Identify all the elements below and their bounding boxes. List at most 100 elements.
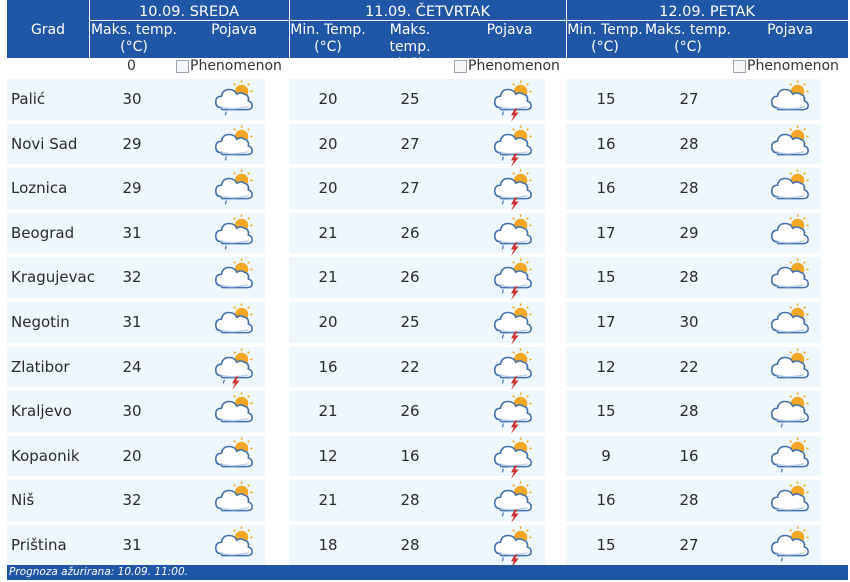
day2-pojava-header: Pojava — [486, 22, 533, 38]
day1-max-temp: 31 — [122, 535, 142, 554]
table-row: Kopaonik 20 12 16 9 16 — [7, 434, 848, 479]
day3-min-temp: 16 — [596, 134, 616, 153]
city-name: Loznica — [11, 179, 68, 198]
city-name: Priština — [11, 535, 67, 554]
partly-cloudy-icon — [211, 480, 255, 520]
day2-max-temp: 28 — [400, 491, 420, 510]
thunderstorm-icon — [490, 347, 534, 390]
day2-min-temp: 12 — [318, 446, 338, 465]
day3-max-temp: 29 — [679, 223, 699, 242]
city-name: Zlatibor — [11, 357, 70, 376]
thunderstorm-icon — [490, 257, 534, 301]
city-name: Novi Sad — [11, 134, 78, 153]
city-name: Kopaonik — [11, 446, 80, 465]
broken-image: Phenomenon — [176, 58, 282, 74]
thunderstorm-icon — [490, 302, 534, 346]
thunderstorm-icon — [490, 525, 534, 568]
partly-cloudy-icon — [211, 391, 255, 431]
day2-max-temp: 27 — [400, 179, 420, 198]
day1-max-header: Maks. temp. (°C) — [90, 22, 178, 55]
day1-max-temp: 30 — [122, 402, 142, 421]
day3-max-temp: 28 — [679, 134, 699, 153]
day2-min-temp: 20 — [318, 134, 338, 153]
table-row: Palić 30 20 25 15 27 — [7, 77, 848, 123]
broken-image: Phenomenon — [454, 58, 560, 74]
day3-min-temp: 15 — [596, 268, 616, 287]
partly-cloudy-icon — [767, 124, 811, 164]
city-name: Negotin — [11, 312, 70, 331]
day1-max-temp: 30 — [122, 90, 142, 108]
day3-title: 12.09. PETAK — [659, 4, 755, 20]
partly-cloudy-rain-icon — [211, 213, 255, 253]
city-name: Kragujevac — [11, 268, 95, 287]
day2-min-temp: 18 — [318, 535, 338, 554]
header-divider — [89, 20, 289, 21]
partly-cloudy-icon — [767, 480, 811, 520]
day3-max-temp: 27 — [679, 535, 699, 554]
partly-cloudy-icon — [767, 347, 811, 387]
placeholder-row: 0 Phenomenon Phenomenon Phenomenon — [7, 58, 848, 77]
day1-max-temp: 24 — [122, 357, 142, 376]
partly-cloudy-rain-icon — [211, 168, 255, 208]
day2-max-temp: 26 — [400, 402, 420, 421]
table-row: Negotin 31 20 25 17 30 — [7, 300, 848, 346]
day2-min-temp: 16 — [318, 357, 338, 376]
thunderstorm-icon — [490, 436, 534, 479]
day2-min-temp: 21 — [318, 223, 338, 242]
partly-cloudy-icon — [767, 168, 811, 208]
day1-max-temp: 29 — [122, 134, 142, 153]
header-divider — [566, 0, 567, 58]
thunderstorm-icon — [490, 480, 534, 524]
day2-min-temp: 20 — [318, 179, 338, 198]
day1-max-temp: 31 — [122, 312, 142, 331]
day1-max-temp: 31 — [122, 223, 142, 242]
partly-cloudy-icon — [767, 213, 811, 253]
update-footer: Prognoza ažurirana: 10.09. 11:00. — [7, 565, 848, 580]
broken-image: Phenomenon — [733, 58, 839, 74]
table-header: Grad 10.09. SREDA Maks. temp. (°C) Pojava… — [7, 0, 848, 72]
day3-pojava-header: Pojava — [767, 22, 813, 38]
day2-max-temp: 26 — [400, 268, 420, 287]
day1-pojava-header: Pojava — [211, 22, 257, 38]
thunderstorm-icon — [211, 347, 255, 390]
day1-max-temp: 29 — [122, 179, 142, 198]
day3-min-temp: 17 — [596, 312, 616, 331]
partly-cloudy-icon — [211, 257, 255, 297]
city-name: Palić — [11, 90, 46, 108]
table-row: Priština 31 18 28 15 27 — [7, 523, 848, 568]
day2-max-temp: 25 — [400, 312, 420, 331]
day3-max-header: Maks. temp. (°C) — [644, 22, 732, 55]
thunderstorm-icon — [490, 124, 534, 167]
partly-cloudy-icon — [211, 302, 255, 342]
table-row: Niš 32 21 28 16 28 — [7, 478, 848, 524]
partly-cloudy-icon — [211, 525, 255, 565]
day3-max-temp: 28 — [679, 268, 699, 287]
partly-cloudy-icon — [767, 302, 811, 342]
city-name: Niš — [11, 491, 35, 510]
day1-max-temp: 32 — [122, 268, 142, 287]
thunderstorm-icon — [490, 213, 534, 256]
day2-max-temp: 22 — [400, 357, 420, 376]
day2-max-temp: 28 — [400, 535, 420, 554]
broken-image-icon — [454, 59, 467, 73]
day3-min-temp: 9 — [601, 446, 611, 465]
table-row: Beograd 31 21 26 17 29 — [7, 211, 848, 256]
header-divider — [289, 20, 566, 21]
table-body: Palić 30 20 25 15 27 Novi Sad 29 20 27 16 28 Loznica… — [7, 77, 848, 568]
forecast-table: Grad 10.09. SREDA Maks. temp. (°C) Pojava… — [7, 0, 848, 568]
header-divider — [566, 20, 848, 21]
city-name: Beograd — [11, 223, 75, 242]
city-name: Kraljevo — [11, 402, 72, 421]
day3-min-temp: 16 — [596, 179, 616, 198]
partly-cloudy-rain-icon — [211, 79, 255, 119]
day1-max-temp: 20 — [122, 446, 142, 465]
broken-image-icon — [176, 59, 189, 73]
placeholder-value: 0 — [127, 58, 136, 74]
table-row: Kraljevo 30 21 26 15 28 — [7, 389, 848, 435]
day2-max-header: Maks. temp. (°C) — [389, 22, 431, 72]
day3-max-temp: 27 — [679, 90, 699, 108]
table-row: Loznica 29 20 27 16 28 — [7, 166, 848, 212]
day3-max-temp: 22 — [679, 357, 699, 376]
day3-min-temp: 16 — [596, 491, 616, 510]
day3-min-header: Min. Temp. (°C) — [567, 22, 643, 55]
